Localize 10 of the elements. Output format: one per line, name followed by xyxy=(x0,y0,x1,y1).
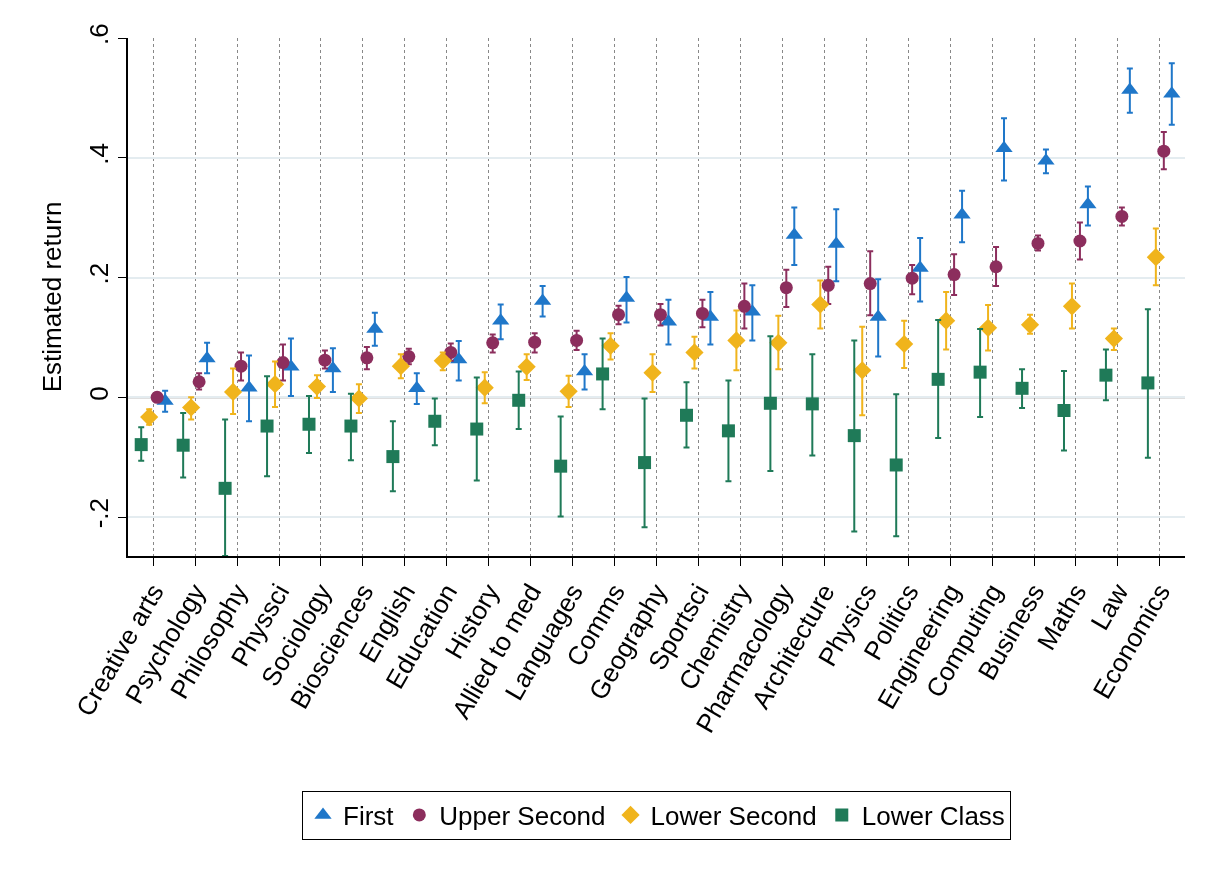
legend-label: Lower Class xyxy=(861,801,1005,832)
y-tick-label: 0 xyxy=(83,386,114,401)
legend-label: Upper Second xyxy=(439,801,606,832)
y-tick-label: .2 xyxy=(83,262,114,285)
legend-label: Lower Second xyxy=(650,801,817,832)
y-axis-title: Estimated return xyxy=(37,201,68,393)
y-tick-label: .6 xyxy=(83,23,114,45)
y-tick-label: .4 xyxy=(83,143,114,165)
y-tick-label: -.2 xyxy=(83,498,114,529)
legend-label: First xyxy=(343,801,395,832)
